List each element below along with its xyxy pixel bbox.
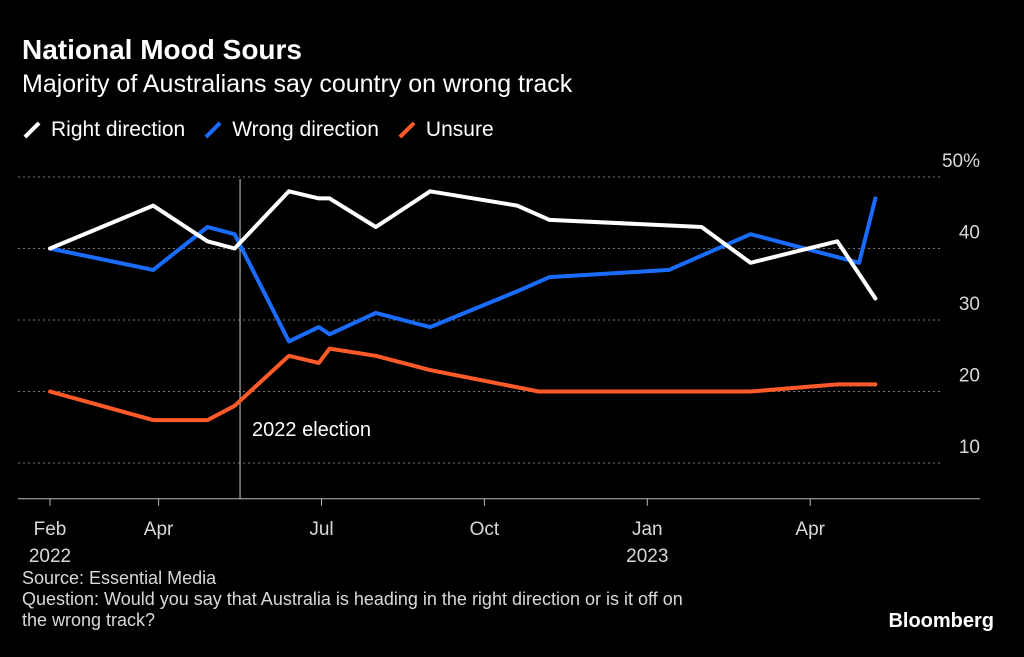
legend-label-wrong-direction: Wrong direction (232, 118, 379, 141)
x-tick-label-1: Apr (144, 519, 174, 540)
x-tick-year-4: 2023 (626, 546, 668, 567)
legend-item-wrong-direction: Wrong direction (203, 118, 379, 142)
series-line-unsure (48, 346, 878, 423)
question-note-line-1: Question: Would you say that Australia i… (22, 589, 683, 609)
source-note: Source: Essential Media (22, 568, 217, 588)
chart-title: National Mood Sours (22, 34, 302, 65)
election-annotation-label: 2022 election (252, 419, 371, 441)
question-note-line-2: the wrong track? (22, 610, 156, 630)
y-tick-label-40: 40 (959, 223, 980, 244)
legend-label-right-direction: Right direction (51, 118, 186, 141)
y-tick-label-50: 50% (942, 151, 980, 172)
x-tick-label-0: Feb (34, 519, 67, 540)
series-line-right-direction (48, 189, 878, 301)
x-tick-label-5: Apr (795, 519, 825, 540)
series-line-wrong-direction (48, 196, 878, 344)
legend-item-unsure: Unsure (397, 118, 494, 142)
y-tick-label-20: 20 (959, 366, 980, 387)
legend: Right direction Wrong direction Unsure (22, 118, 494, 142)
bloomberg-logo: Bloomberg (888, 610, 994, 632)
y-tick-label-30: 30 (959, 294, 980, 315)
y-tick-label-10: 10 (959, 437, 980, 458)
x-tick-label-3: Oct (470, 519, 500, 540)
x-tick-year-0: 2022 (29, 546, 71, 567)
footer: Source: Essential Media Question: Would … (22, 568, 683, 631)
chart-subtitle: Majority of Australians say country on w… (22, 70, 573, 98)
x-tick-label-4: Jan (632, 519, 663, 540)
legend-label-unsure: Unsure (425, 118, 494, 141)
legend-item-right-direction: Right direction (22, 118, 185, 142)
x-tick-label-2: Jul (309, 519, 333, 540)
